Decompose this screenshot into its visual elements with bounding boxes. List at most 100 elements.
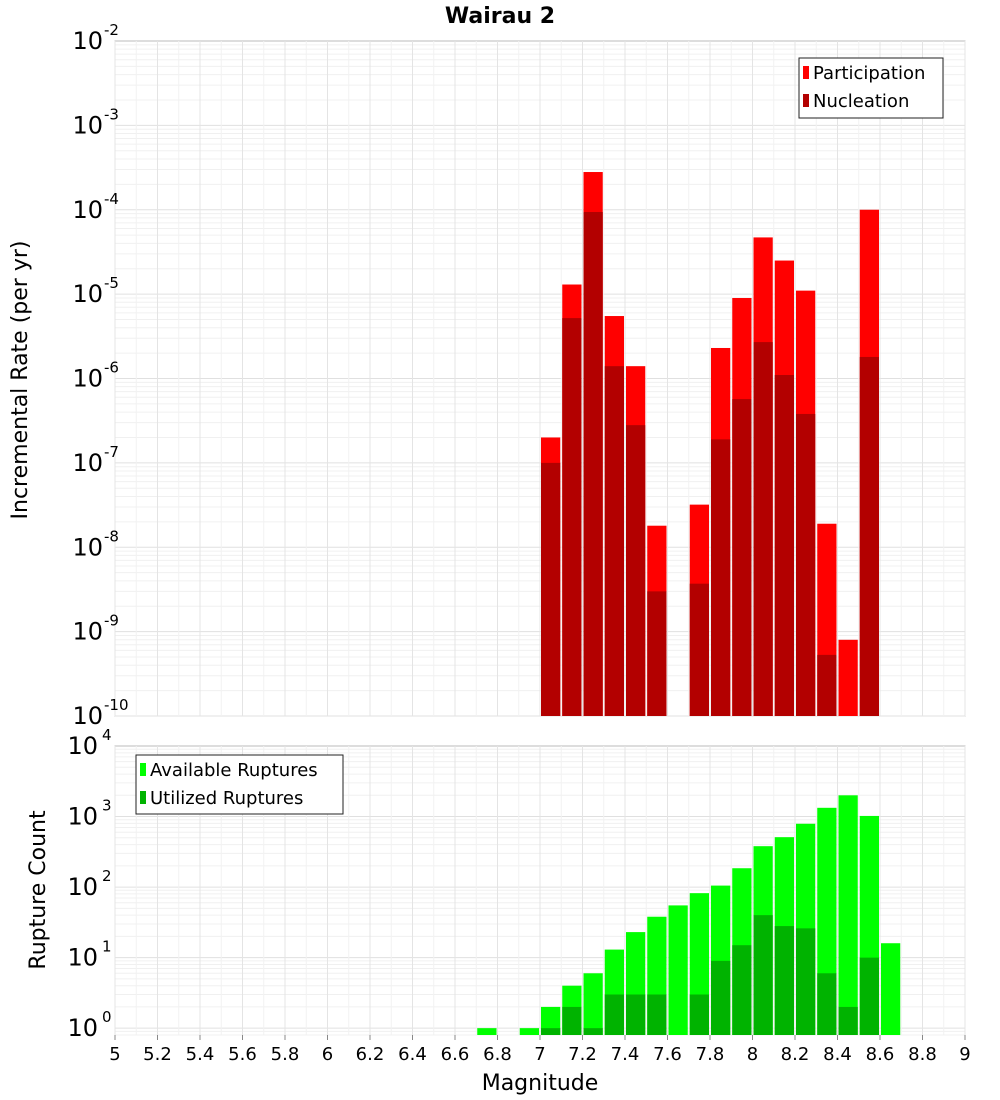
x-tick-label: 6: [322, 1044, 333, 1065]
nucleation-bar: [626, 425, 646, 716]
count-y-tick-exponent: 3: [102, 797, 112, 815]
x-tick-label: 7.4: [611, 1044, 640, 1065]
nucleation-bar: [859, 356, 879, 716]
count-bars: [477, 795, 901, 1035]
nucleation-legend-label: Nucleation: [813, 91, 909, 112]
x-tick-label: 8.2: [781, 1044, 810, 1065]
nucleation-bar: [753, 342, 773, 716]
available-ruptures-bar: [881, 943, 901, 1035]
x-axis-label: Magnitude: [482, 1071, 599, 1096]
count-y-tick-exponent: 2: [102, 867, 112, 885]
x-tick-label: 8.8: [908, 1044, 937, 1065]
nucleation-bar: [774, 375, 794, 716]
x-tick-label: 7.6: [653, 1044, 682, 1065]
utilized-ruptures-bar: [711, 960, 731, 1035]
count-y-axis-label: Rupture Count: [26, 810, 51, 970]
x-tick-label: 7.2: [568, 1044, 597, 1065]
count-legend: Available Ruptures Utilized Ruptures: [135, 754, 344, 815]
participation-legend-label: Participation: [813, 63, 925, 84]
nucleation-bar: [689, 583, 709, 716]
utilized-ruptures-bar: [541, 1028, 561, 1035]
count-legend-box: [135, 754, 344, 815]
participation-legend-swatch: [803, 66, 809, 79]
rate-y-tick-label: 10: [72, 533, 103, 561]
x-tick-label: 8.6: [866, 1044, 895, 1065]
rate-y-tick-label: 10: [72, 196, 103, 224]
rate-y-tick-label: 10: [72, 449, 103, 477]
nucleation-bar: [796, 413, 816, 716]
utilized-ruptures-bar: [583, 1028, 603, 1035]
available-legend-label: Available Ruptures: [150, 760, 318, 781]
rate-y-tick-exponent: -4: [104, 190, 119, 208]
available-legend-swatch: [140, 763, 146, 776]
x-tick-label: 7: [534, 1044, 545, 1065]
participation-bar: [838, 639, 858, 716]
rate-y-tick-label: 10: [72, 280, 103, 308]
nucleation-bar: [583, 212, 603, 716]
utilized-ruptures-bar: [753, 915, 773, 1035]
available-ruptures-bar: [519, 1028, 539, 1035]
nucleation-legend-swatch: [803, 94, 809, 107]
x-tick-label: 6.2: [356, 1044, 385, 1065]
count-x-ticks: 5 5.2 5.4 5.6 5.8 6 6.2 6.4 6.6 6.8 7 7.2 7.4 7.6 7.8 8…: [109, 1035, 971, 1065]
utilized-legend-label: Utilized Ruptures: [150, 788, 303, 809]
count-y-tick-label: 10: [67, 944, 98, 972]
utilized-ruptures-bar: [689, 994, 709, 1035]
count-y-tick-exponent: 0: [102, 1008, 112, 1026]
rate-legend: Participation Nucleation: [798, 57, 944, 119]
nucleation-bar: [541, 462, 561, 716]
rate-y-axis-label: Incremental Rate (per yr): [8, 241, 33, 520]
rate-y-tick-label: 10: [72, 618, 103, 646]
nucleation-bar: [604, 366, 624, 716]
utilized-ruptures-bar: [796, 928, 816, 1035]
utilized-ruptures-bar: [774, 926, 794, 1035]
count-y-tick-exponent: 4: [102, 726, 112, 744]
count-y-tick-label: 10: [67, 803, 98, 831]
available-ruptures-bar: [838, 795, 858, 1035]
rate-y-tick-exponent: -10: [104, 696, 129, 714]
rate-bars: [541, 172, 879, 716]
x-tick-label: 5: [109, 1044, 120, 1065]
x-tick-label: 6.6: [441, 1044, 470, 1065]
x-tick-label: 6.8: [483, 1044, 512, 1065]
utilized-ruptures-bar: [626, 994, 646, 1035]
x-tick-label: 5.2: [143, 1044, 172, 1065]
available-ruptures-bar: [477, 1028, 497, 1035]
rate-y-tick-exponent: -3: [104, 105, 119, 123]
available-ruptures-bar: [668, 905, 688, 1035]
rate-y-tick-label: 10: [72, 365, 103, 393]
chart-title: Wairau 2: [445, 4, 555, 29]
rate-y-tick-exponent: -7: [104, 443, 119, 461]
x-tick-label: 7.8: [696, 1044, 725, 1065]
utilized-ruptures-bar: [604, 994, 624, 1035]
available-ruptures-bar: [583, 973, 603, 1035]
nucleation-bar: [711, 439, 731, 716]
rate-y-tick-exponent: -2: [104, 21, 119, 39]
nucleation-bar: [647, 591, 667, 716]
x-tick-label: 6.4: [398, 1044, 427, 1065]
count-y-tick-label: 10: [67, 873, 98, 901]
nucleation-bar: [817, 654, 837, 716]
rate-y-tick-exponent: -8: [104, 527, 119, 545]
rate-y-tick-label: 10: [72, 702, 103, 730]
utilized-ruptures-bar: [859, 957, 879, 1035]
rate-legend-box: [798, 57, 944, 119]
rate-y-tick-label: 10: [72, 111, 103, 139]
x-tick-label: 5.6: [228, 1044, 257, 1065]
utilized-ruptures-bar: [817, 973, 837, 1035]
nucleation-bar: [562, 318, 582, 716]
count-y-tick-label: 10: [67, 732, 98, 760]
utilized-ruptures-bar: [732, 945, 752, 1035]
x-tick-label: 9: [959, 1044, 970, 1065]
count-y-tick-exponent: 1: [102, 938, 112, 956]
count-y-tick-label: 10: [67, 1014, 98, 1042]
rate-y-tick-label: 10: [72, 27, 103, 55]
rate-y-tick-exponent: -5: [104, 274, 119, 292]
x-tick-label: 8.4: [823, 1044, 852, 1065]
rate-y-tick-exponent: -6: [104, 359, 119, 377]
x-tick-label: 5.8: [271, 1044, 300, 1065]
